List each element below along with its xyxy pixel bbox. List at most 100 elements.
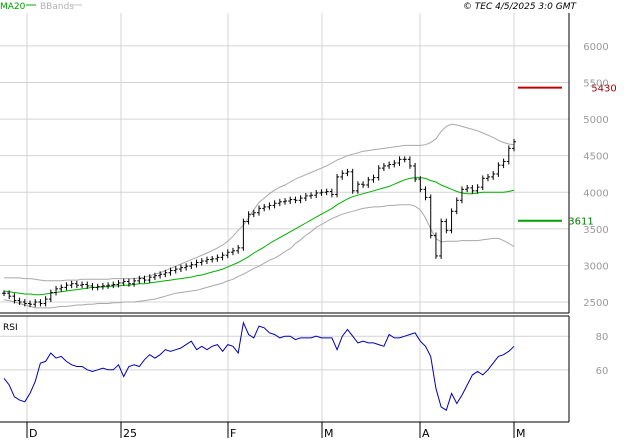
price-bar	[413, 163, 418, 183]
price-y-tick-label: 3500	[583, 225, 608, 236]
price-bar	[126, 278, 131, 287]
price-bar	[69, 280, 74, 289]
price-y-tick-label: 4000	[583, 188, 608, 199]
price-panel-grid	[0, 13, 569, 313]
price-bar	[7, 290, 12, 300]
price-bar	[43, 296, 48, 307]
price-bar	[194, 259, 199, 268]
price-bar	[137, 275, 142, 284]
price-bar	[106, 282, 111, 289]
resistance-level-label: 5430	[591, 84, 616, 95]
price-bar	[433, 232, 438, 259]
price-bar	[475, 184, 480, 194]
price-bar	[121, 278, 126, 286]
price-bar	[225, 249, 230, 259]
price-bar	[314, 190, 319, 199]
price-bar	[262, 203, 267, 212]
price-y-axis: 2500 3000 3500 4000 4500 5000 5500 6000	[583, 42, 608, 309]
time-tick-label: F	[230, 427, 236, 440]
price-bar	[257, 205, 261, 216]
copyright-text: © TEC 4/5/2025 3:0 GMT	[463, 2, 578, 12]
price-bar	[184, 263, 189, 271]
bbands-legend-label: BBands	[40, 2, 74, 12]
price-y-tick-label: 5500	[583, 79, 608, 90]
price-bar	[64, 282, 69, 291]
price-bar	[361, 181, 366, 188]
price-bar	[246, 211, 251, 225]
price-bar	[38, 299, 43, 307]
price-bar	[272, 200, 277, 209]
price-bar	[423, 186, 428, 201]
price-bar	[178, 264, 183, 273]
ma20-line	[3, 177, 515, 296]
price-bar	[251, 209, 256, 218]
price-bar	[355, 181, 360, 194]
price-bar	[22, 299, 27, 307]
price-bar	[512, 138, 516, 152]
price-bar	[48, 289, 53, 303]
rsi-y-tick-label: 60	[596, 366, 609, 377]
price-bar	[220, 252, 225, 261]
price-bar	[163, 269, 168, 278]
price-bar	[376, 165, 381, 181]
price-bar	[366, 176, 371, 188]
price-bar	[277, 198, 282, 207]
price-bar	[371, 174, 376, 183]
support-level-label: 3611	[568, 217, 593, 228]
price-bar	[236, 244, 241, 254]
price-bar	[90, 283, 95, 291]
time-tick-label: M	[516, 427, 526, 440]
price-bar	[459, 186, 464, 204]
price-bar	[116, 280, 121, 288]
price-bar	[501, 158, 506, 169]
price-bar	[168, 267, 173, 276]
price-bar	[298, 195, 303, 204]
price-bar	[324, 188, 329, 196]
price-bar	[147, 274, 152, 283]
price-bar	[381, 163, 386, 172]
time-tick-label: A	[422, 427, 430, 440]
price-bar	[329, 188, 334, 198]
price-bar	[230, 247, 235, 256]
price-bar	[506, 145, 511, 165]
price-bar	[54, 285, 59, 296]
price-y-tick-label: 6000	[583, 42, 608, 53]
price-bar	[199, 258, 204, 266]
price-bar	[319, 189, 324, 196]
price-bar	[309, 192, 314, 199]
price-bar	[204, 256, 209, 264]
price-bar	[428, 194, 433, 239]
price-bar	[402, 156, 407, 163]
price-bar	[480, 175, 485, 191]
price-bar	[340, 170, 345, 180]
price-bar	[17, 297, 22, 305]
time-tick-label: D	[29, 427, 37, 440]
price-y-tick-label: 4500	[583, 152, 608, 163]
price-bar	[111, 281, 116, 289]
price-bar	[241, 218, 246, 251]
price-bar	[392, 160, 397, 168]
price-bar	[444, 218, 449, 234]
price-y-tick-label: 3000	[583, 261, 608, 272]
time-tick-label: M	[324, 427, 334, 440]
price-bar	[59, 284, 64, 292]
price-bar	[28, 300, 33, 308]
price-bar	[449, 208, 454, 234]
price-bar	[485, 173, 490, 182]
time-axis: D 25 F M A M	[26, 422, 526, 440]
price-bar	[158, 271, 163, 279]
price-bar	[132, 277, 137, 287]
price-bar	[100, 283, 105, 290]
time-tick-label: 25	[123, 427, 137, 440]
price-bar	[293, 196, 298, 204]
rsi-panel-label: RSI	[3, 323, 18, 333]
price-bar	[350, 168, 355, 194]
price-bar	[470, 184, 475, 194]
price-bar	[418, 176, 423, 193]
price-levels: 5430 3611	[518, 84, 617, 228]
price-bar	[142, 275, 147, 283]
price-bar	[465, 184, 470, 193]
price-bar	[335, 173, 340, 198]
price-bar	[407, 156, 412, 169]
price-bar	[439, 218, 444, 259]
